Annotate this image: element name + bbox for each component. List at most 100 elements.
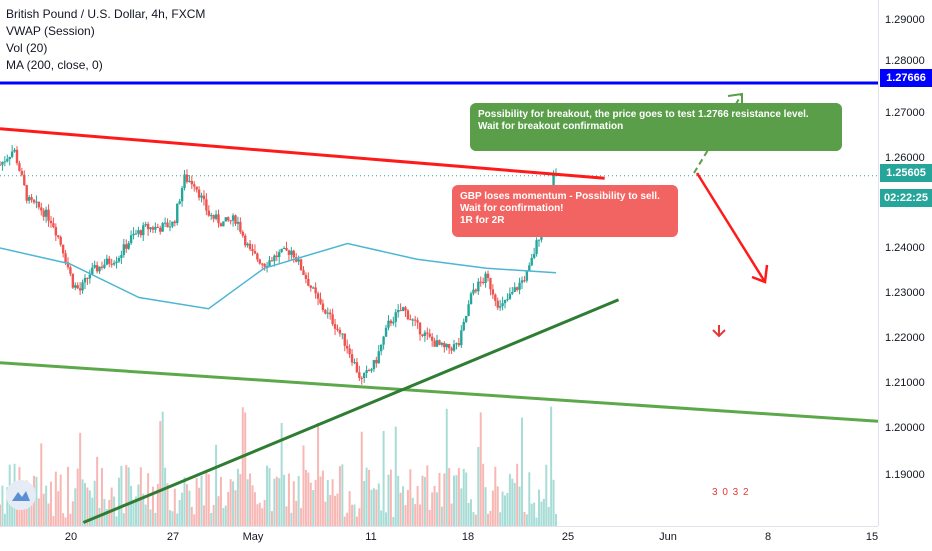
volume-bar [487,513,490,526]
volume-bar [423,476,426,526]
volume-bar [363,480,366,526]
candle-body [421,334,424,336]
candle-body [528,265,531,272]
candle-body [282,247,286,249]
candle-body [212,215,215,219]
volume-bar [292,481,295,526]
candle-body [392,321,395,324]
volume-bar [494,466,497,526]
candle-body [139,230,143,236]
volume-bar [295,500,298,526]
volume-bar [382,430,385,526]
candle-body [76,285,79,289]
volume-bar [137,484,140,526]
volume-bar [181,492,184,526]
volume-bar [1,485,4,526]
volume-bar [200,475,203,526]
candle-body [297,259,300,262]
volume-bar [11,494,14,526]
candle-body [10,151,14,157]
candle-body [54,227,58,236]
volume-bar [326,479,329,526]
volume-bar [329,494,332,526]
candle-body [348,348,351,355]
volume-bar [127,467,130,526]
volume-bar [321,470,324,526]
volume-bar [212,504,215,526]
volume-bar [504,495,507,526]
candle-body [127,243,130,249]
candle-body [144,224,147,226]
candle-body [163,222,167,224]
volume-bar [496,486,499,526]
volume-bar [443,473,446,526]
candle-body [501,303,504,307]
volume-bar [521,417,524,526]
volume-bar [91,497,94,526]
candle-body [166,222,169,228]
candle-body [423,332,427,336]
volume-bar [28,490,31,526]
volume-bar [147,473,150,526]
time-tick: May [242,531,264,543]
volume-bar [351,504,354,526]
candle-body [523,280,526,282]
candle-body [110,263,113,265]
volume-bar [290,512,293,526]
candle-body [489,278,492,290]
volume-bar [470,499,473,526]
candle-body [307,278,310,286]
candle-body [438,340,441,345]
volume-bar [304,469,307,526]
volume-bar [433,485,436,526]
time-tick: 18 [461,531,475,543]
volume-bar [144,504,147,526]
tradingview-logo-icon[interactable] [6,480,36,510]
volume-bar [460,488,463,526]
candle-body [416,320,419,323]
candle-body [406,310,410,320]
candle-body [552,175,555,190]
volume-bar [392,516,395,526]
candle-body [253,251,257,254]
candle-body [78,288,82,291]
breakout-annotation[interactable]: Possibility for breakout, the price goes… [470,103,842,151]
price-axis[interactable]: 1.29000 1.28000 1.27000 1.26000 1.24000 … [878,0,932,526]
volume-bar [372,488,375,526]
volume-bar [273,478,276,526]
volume-bar [198,487,201,526]
candle-body [314,287,317,294]
volume-bar [307,472,310,526]
candle-body [382,336,385,345]
volume-bar [324,501,327,526]
candle-body [384,327,388,337]
candle-body [129,235,133,244]
candle-body [210,215,213,217]
sell-annotation[interactable]: GBP loses momentum - Possibility to sell… [452,185,678,237]
candle-body [173,221,177,224]
volume-bar [246,479,249,526]
candle-body [20,171,24,175]
candle-body [278,252,281,257]
candle-body [316,293,320,299]
volume-bar [205,470,208,526]
volume-bar [336,493,339,526]
chart-plot-area[interactable]: British Pound / U.S. Dollar, 4h, FXCM VW… [0,0,878,526]
volume-bar [74,488,77,526]
resistance-price-badge: 1.27666 [880,69,932,87]
candle-body [428,333,431,337]
volume-bar [402,486,405,526]
volume-bar [154,512,157,526]
volume-bar [283,474,286,526]
time-tick: 8 [764,531,772,543]
volume-bar [183,477,186,526]
time-axis[interactable]: 20 27 May 11 18 25 Jun 8 15 [0,526,878,551]
candle-body [367,370,371,372]
candle-body [450,348,453,351]
candle-body [236,221,240,224]
candle-body [370,369,373,371]
candle-body [6,159,9,162]
candle-body [508,293,512,300]
candle-body [511,291,514,294]
volume-bar [389,469,392,526]
